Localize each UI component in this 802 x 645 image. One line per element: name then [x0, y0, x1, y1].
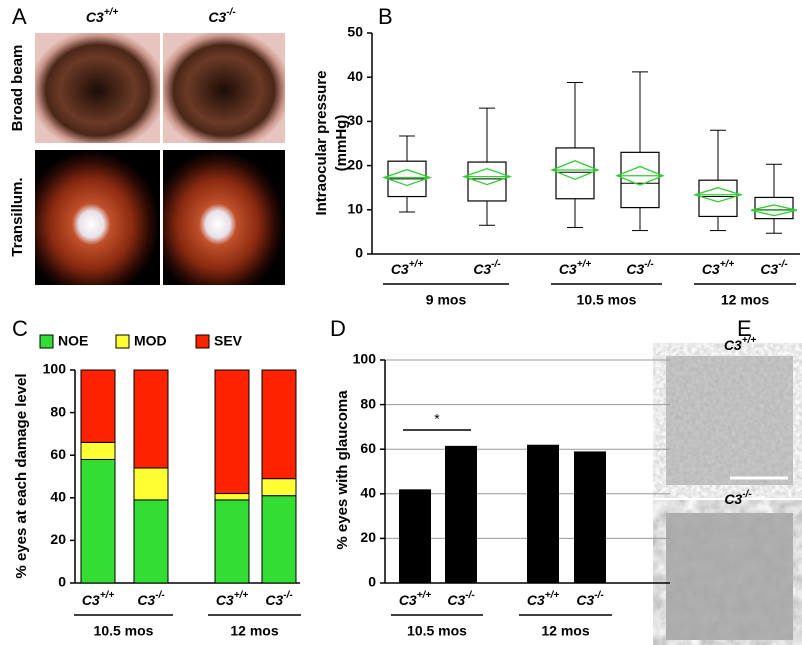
- box: [754, 196, 794, 220]
- bar-segment: [261, 495, 297, 584]
- y-tick-label: 30: [347, 112, 363, 128]
- y-tick-label: 50: [347, 24, 363, 40]
- y-tick-label: 20: [347, 156, 363, 172]
- bar-segment: [80, 441, 116, 460]
- x-tick-label: C3+/+: [399, 590, 432, 608]
- y-tick-label: 40: [347, 68, 363, 84]
- legend-swatch: [115, 334, 130, 349]
- column-header: C3+/+: [86, 7, 119, 25]
- bar-segment: [214, 493, 250, 501]
- x-tick-label: C3-/-: [265, 590, 293, 608]
- row-label: Broad beam: [9, 45, 26, 132]
- x-tick-label: C3+/+: [527, 590, 560, 608]
- y-tick-label: 0: [58, 574, 66, 590]
- eye-photo: [35, 33, 160, 143]
- y-tick-label: 80: [360, 395, 376, 411]
- panel-label: B: [378, 4, 393, 29]
- legend-swatch: [195, 334, 210, 349]
- significance-mark: *: [434, 411, 440, 427]
- y-axis-label: % eyes at each damage level: [13, 373, 30, 578]
- image-caption: C3+/+: [724, 335, 757, 353]
- histology-texture: [666, 356, 793, 485]
- bar-segment: [133, 369, 169, 469]
- x-tick-label: C3+/+: [391, 259, 424, 277]
- group-label: 10.5 mos: [407, 623, 467, 639]
- group-label: 10.5 mos: [577, 292, 637, 308]
- y-tick-label: 60: [360, 440, 376, 456]
- y-tick-label: 60: [50, 446, 66, 462]
- group-label: 9 mos: [426, 292, 467, 308]
- y-axis-label: % eyes with glaucoma: [334, 390, 351, 550]
- legend-label: NOE: [58, 333, 88, 349]
- legend-label: SEV: [214, 333, 243, 349]
- panel-label: D: [330, 316, 346, 341]
- x-tick-label: C3-/-: [760, 259, 788, 277]
- image-caption: C3-/-: [724, 489, 752, 507]
- bar-segment: [261, 369, 297, 480]
- x-tick-label: C3+/+: [216, 590, 249, 608]
- box: [555, 147, 595, 200]
- y-tick-label: 20: [360, 529, 376, 545]
- y-tick-label: 100: [43, 361, 67, 377]
- eye-photo: [163, 33, 285, 143]
- row-label: Transillum.: [9, 177, 26, 256]
- panel-label: A: [12, 4, 27, 29]
- legend-label: MOD: [134, 333, 167, 349]
- x-tick-label: C3-/-: [447, 590, 475, 608]
- y-tick-label: 20: [50, 531, 66, 547]
- legend-swatch: [39, 334, 54, 349]
- histology-texture: [666, 513, 793, 640]
- transillumination-photo: [35, 150, 160, 285]
- panel-label: E: [737, 316, 752, 341]
- box: [698, 179, 738, 218]
- bar-segment: [261, 478, 297, 497]
- column-header: C3-/-: [208, 7, 236, 25]
- bar-segment: [133, 467, 169, 501]
- x-tick-label: C3-/-: [576, 590, 604, 608]
- y-tick-label: 0: [368, 574, 376, 590]
- bar-segment: [214, 499, 250, 584]
- group-label: 10.5 mos: [94, 623, 154, 639]
- x-tick-label: C3+/+: [82, 590, 115, 608]
- group-label: 12 mos: [230, 623, 278, 639]
- y-tick-label: 0: [355, 245, 363, 261]
- bar: [527, 444, 559, 583]
- transillumination-photo: [163, 150, 285, 285]
- bar-segment: [80, 458, 116, 584]
- y-tick-label: 40: [50, 489, 66, 505]
- x-tick-label: C3+/+: [702, 259, 735, 277]
- y-tick-label: 100: [353, 351, 377, 367]
- y-axis-label: Intraocular pressure: [313, 70, 330, 215]
- bar-segment: [133, 499, 169, 584]
- x-tick-label: C3+/+: [559, 259, 592, 277]
- bar: [399, 489, 431, 583]
- box: [467, 161, 507, 202]
- bar-segment: [80, 369, 116, 443]
- bar: [574, 451, 606, 583]
- bar-segment: [214, 369, 250, 495]
- x-tick-label: C3-/-: [137, 590, 165, 608]
- y-tick-label: 10: [347, 201, 363, 217]
- group-label: 12 mos: [721, 292, 769, 308]
- group-label: 12 mos: [541, 623, 589, 639]
- x-tick-label: C3-/-: [626, 259, 654, 277]
- panel-label: C: [12, 316, 28, 341]
- x-tick-label: C3-/-: [473, 259, 501, 277]
- bar: [445, 445, 477, 583]
- box: [620, 151, 660, 209]
- y-tick-label: 40: [360, 485, 376, 501]
- y-tick-label: 80: [50, 403, 66, 419]
- y-axis-label: (mmHg): [333, 115, 350, 172]
